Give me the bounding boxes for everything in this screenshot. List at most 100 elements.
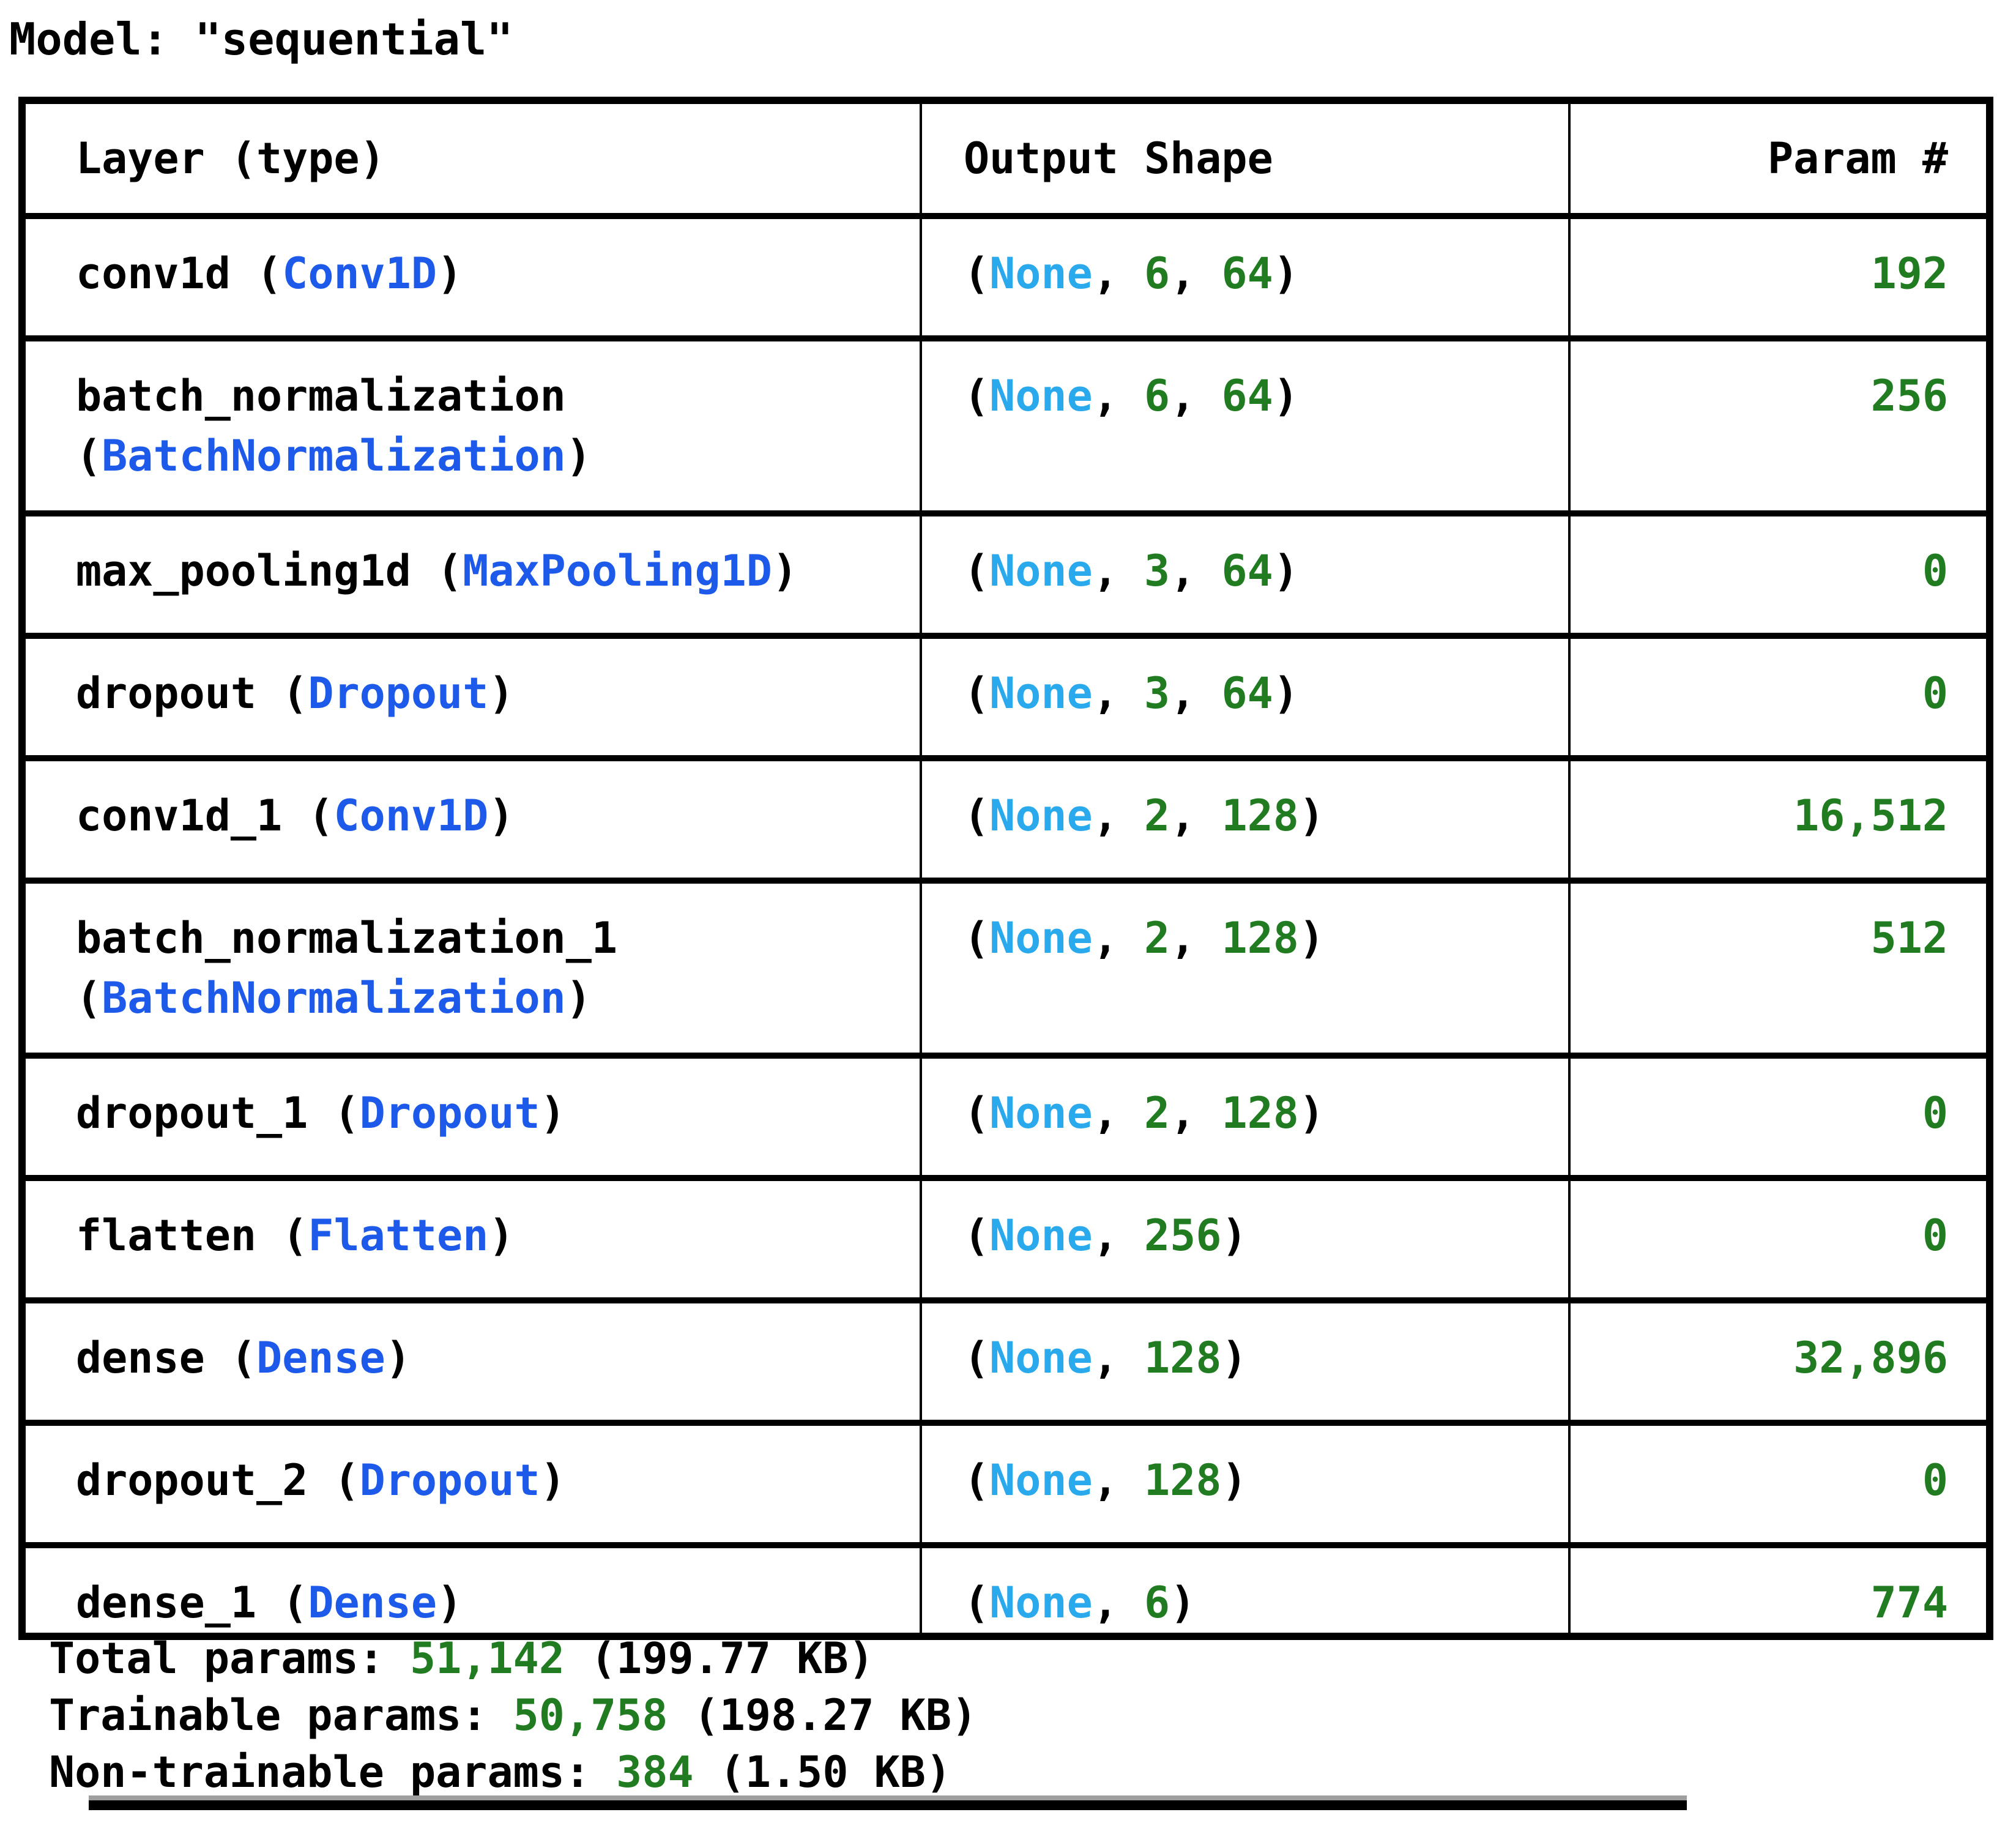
- shape-dim: 3: [1144, 668, 1170, 718]
- header-param-count: Param #: [1767, 133, 1948, 184]
- shape-dim: 2: [1144, 1088, 1170, 1138]
- shape-none: None: [989, 1455, 1093, 1505]
- shape-none: None: [989, 371, 1093, 421]
- text: ,: [1170, 248, 1222, 299]
- shape-none: None: [989, 1210, 1093, 1261]
- shape-dim: 6: [1144, 1578, 1170, 1628]
- shape-dim: 128: [1144, 1333, 1222, 1383]
- table-row: dropout_2 (Dropout) (None, 128) 0: [26, 1426, 1986, 1548]
- text: (: [964, 668, 990, 718]
- text: [308, 1088, 333, 1138]
- text: (: [964, 1088, 990, 1138]
- shape-cell: (None, 3, 64): [922, 516, 1571, 633]
- header-layer-type: Layer (type): [26, 104, 922, 213]
- text: (: [964, 791, 990, 841]
- text: ): [488, 1210, 515, 1261]
- shape-cell: (None, 3, 64): [922, 639, 1571, 755]
- text: ,: [1092, 913, 1145, 963]
- shape-dim: 6: [1144, 371, 1170, 421]
- param-cell: 192: [1571, 219, 1984, 335]
- summary-value: 51,142: [410, 1633, 565, 1683]
- table-row: dropout_1 (Dropout) (None, 2, 128) 0: [26, 1059, 1986, 1181]
- text: ,: [1092, 371, 1145, 421]
- layer-name: dropout: [76, 668, 257, 718]
- table-row: dense (Dense) (None, 128) 32,896: [26, 1303, 1986, 1426]
- summary-value: 50,758: [513, 1690, 668, 1740]
- table-row: max_pooling1d (MaxPooling1D) (None, 3, 64…: [26, 516, 1986, 639]
- layer-type: Flatten: [308, 1210, 489, 1261]
- shape-none: None: [989, 546, 1093, 596]
- text: (: [76, 431, 102, 481]
- layer-type: MaxPooling1D: [463, 546, 772, 596]
- text: ,: [1170, 668, 1222, 718]
- model-title: Model: "sequential": [9, 13, 513, 65]
- text: [231, 248, 256, 299]
- text: ,: [1092, 1088, 1145, 1138]
- text: ): [1273, 668, 1299, 718]
- shape-dim: 256: [1144, 1210, 1222, 1261]
- shape-dim: 128: [1144, 1455, 1222, 1505]
- shape-cell: (None, 128): [922, 1426, 1571, 1542]
- param-value: 32,896: [1793, 1333, 1948, 1383]
- layer-type: Dropout: [359, 1088, 540, 1138]
- text: (: [282, 1210, 308, 1261]
- layer-cell: conv1d (Conv1D): [26, 219, 922, 335]
- text: ,: [1092, 1455, 1145, 1505]
- text: ): [1273, 248, 1299, 299]
- text: ,: [1170, 913, 1222, 963]
- text: [205, 1333, 231, 1383]
- text: ): [437, 248, 463, 299]
- shape-dim: 128: [1221, 913, 1299, 963]
- text: ): [1221, 1333, 1248, 1383]
- layer-name: batch_normalization: [76, 371, 566, 421]
- text: ,: [1092, 1210, 1145, 1261]
- shape-cell: (None, 128): [922, 1303, 1571, 1420]
- header-output-shape: Output Shape: [922, 104, 1571, 213]
- model-summary-table: Layer (type) Output Shape Param # conv1d…: [18, 97, 1993, 1640]
- param-value: 774: [1870, 1578, 1948, 1628]
- layer-type: Dropout: [359, 1455, 540, 1505]
- table-row: batch_normalization (BatchNormalization)(…: [26, 341, 1986, 516]
- shape-none: None: [989, 791, 1093, 841]
- text: ,: [1092, 1578, 1145, 1628]
- param-value: 0: [1922, 1455, 1948, 1505]
- text: (: [964, 1578, 990, 1628]
- text: ): [1273, 371, 1299, 421]
- text: (: [230, 1333, 257, 1383]
- layer-name: batch_normalization_1: [76, 913, 618, 963]
- text: [282, 791, 308, 841]
- param-cell: 32,896: [1571, 1303, 1984, 1420]
- shape-cell: (None, 2, 128): [922, 1059, 1571, 1175]
- layer-cell: batch_normalization_1 (BatchNormalization…: [26, 884, 922, 1053]
- layer-cell: dropout_1 (Dropout): [26, 1059, 922, 1175]
- param-cell: 0: [1571, 516, 1984, 633]
- text: ): [488, 791, 515, 841]
- text: ,: [1092, 1333, 1145, 1383]
- shape-cell: (None, 6): [922, 1548, 1571, 1633]
- table-row: conv1d (Conv1D) (None, 6, 64) 192: [26, 219, 1986, 341]
- text: ,: [1092, 791, 1145, 841]
- shape-none: None: [989, 1088, 1093, 1138]
- summary-label: Trainable params:: [49, 1690, 513, 1740]
- text: (: [282, 1578, 308, 1628]
- shape-cell: (None, 256): [922, 1181, 1571, 1297]
- param-value: 16,512: [1793, 791, 1948, 841]
- shape-dim: 128: [1221, 791, 1299, 841]
- shape-dim: 64: [1221, 546, 1273, 596]
- table-row: conv1d_1 (Conv1D) (None, 2, 128) 16,512: [26, 761, 1986, 884]
- horizontal-scrollbar[interactable]: [89, 1795, 1687, 1810]
- param-value: 0: [1922, 546, 1948, 596]
- text: ,: [1170, 1088, 1222, 1138]
- shape-dim: 64: [1221, 668, 1273, 718]
- table-row: flatten (Flatten) (None, 256) 0: [26, 1181, 1986, 1303]
- text: (: [333, 1088, 360, 1138]
- text: ): [1298, 791, 1325, 841]
- layer-name: dropout_1: [76, 1088, 308, 1138]
- layer-cell: dense_1 (Dense): [26, 1548, 922, 1633]
- text: (: [964, 546, 990, 596]
- text: (: [964, 1455, 990, 1505]
- text: ): [1221, 1455, 1248, 1505]
- shape-none: None: [989, 1333, 1093, 1383]
- layer-cell: flatten (Flatten): [26, 1181, 922, 1297]
- summary-label: Total params:: [49, 1633, 411, 1683]
